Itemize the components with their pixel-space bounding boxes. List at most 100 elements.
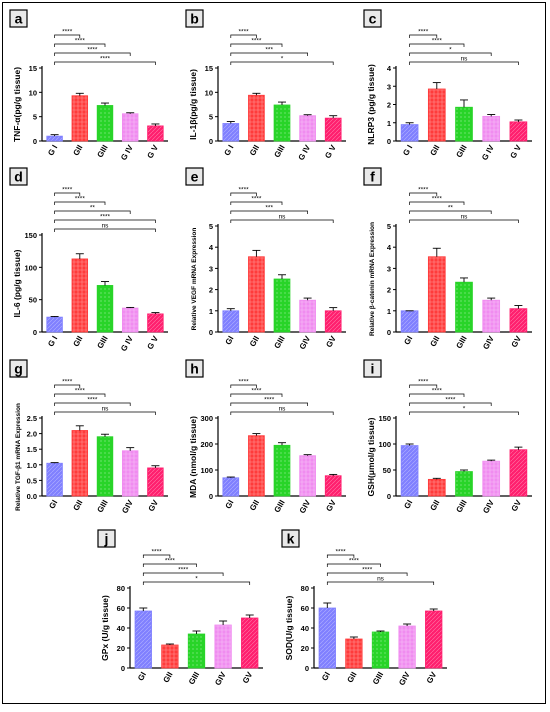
y-axis-label: GSH(μmol/g tissue) xyxy=(366,417,376,496)
panel-badge xyxy=(363,167,382,186)
y-tick-label: 5 xyxy=(33,113,37,122)
x-tick-label: GI xyxy=(136,671,148,683)
significance-bracket xyxy=(409,43,465,47)
x-tick-label: GI xyxy=(224,335,236,347)
significance-bracket xyxy=(54,34,81,38)
y-axis-label: TNF-α(pg/g tissue) xyxy=(12,67,22,142)
y-tick-label: 100 xyxy=(200,466,213,475)
y-axis-label: Relative β-catenin mRNA Expression xyxy=(369,222,376,336)
significance-label: **** xyxy=(239,379,250,386)
y-axis-label: Relative VEGF mRNA Expression xyxy=(191,228,198,331)
y-tick-label: 60 xyxy=(117,604,125,613)
significance-label: **** xyxy=(418,29,429,36)
significance-bracket xyxy=(409,52,492,56)
y-tick-label: 2.5 xyxy=(27,414,37,423)
y-tick-label: 100 xyxy=(24,263,37,272)
y-axis-label: IL-6 (pg/g tissue) xyxy=(12,249,22,317)
significance-bracket xyxy=(230,393,283,397)
significance-label: **** xyxy=(251,388,262,395)
significance-bracket xyxy=(409,34,438,38)
panel-letter: i xyxy=(371,361,375,377)
y-tick-label: 20 xyxy=(301,644,309,653)
significance-label: ns xyxy=(279,214,287,221)
significance-label: ns xyxy=(279,406,287,413)
y-axis-label: GPx (U/g tissue) xyxy=(100,595,110,661)
y-tick-label: 100 xyxy=(378,440,391,449)
significance-bracket xyxy=(409,219,519,223)
significance-label: **** xyxy=(165,558,176,565)
y-tick-label: 0 xyxy=(387,328,391,337)
significance-label: **** xyxy=(62,379,73,386)
panel-badge xyxy=(9,167,28,186)
y-tick-label: 1 xyxy=(387,119,391,128)
panel-badge xyxy=(185,167,204,186)
y-tick-label: 40 xyxy=(301,624,309,633)
y-tick-label: 0 xyxy=(305,664,309,673)
significance-label: **** xyxy=(418,379,429,386)
panel-badge xyxy=(281,529,300,548)
y-tick-label: 15 xyxy=(29,64,37,73)
significance-label: **** xyxy=(75,388,86,395)
y-tick-label: 40 xyxy=(117,624,125,633)
significance-label: **** xyxy=(152,549,163,556)
y-tick-label: 0 xyxy=(209,137,213,146)
significance-bracket xyxy=(326,554,355,558)
significance-label: **** xyxy=(251,196,262,203)
significance-label: **** xyxy=(418,187,429,194)
y-tick-label: 4 xyxy=(387,243,392,252)
y-tick-label: 0 xyxy=(209,492,213,501)
significance-bracket xyxy=(230,52,308,56)
panel-letter: a xyxy=(15,11,23,27)
x-tick-label: GI xyxy=(402,335,414,347)
panel-f: f Relative β-catenin mRNA Expression 0 1 2 3 4… xyxy=(363,167,532,351)
panel-letter: h xyxy=(190,361,199,377)
significance-bracket xyxy=(230,34,257,38)
significance-bracket xyxy=(409,201,465,205)
significance-bracket xyxy=(54,201,106,205)
significance-bracket xyxy=(230,219,334,223)
y-tick-label: 3 xyxy=(209,264,213,273)
significance-label: **** xyxy=(178,567,189,574)
y-tick-label: 0.0 xyxy=(27,492,37,501)
significance-bracket xyxy=(409,384,438,388)
y-tick-label: 200 xyxy=(200,440,213,449)
significance-label: **** xyxy=(239,29,250,36)
significance-bracket xyxy=(230,402,308,406)
y-axis-label: IL-1β(pg/g tissue) xyxy=(188,69,198,140)
y-tick-label: 1.0 xyxy=(27,461,37,470)
panel-letter: j xyxy=(104,531,109,547)
significance-bracket xyxy=(230,61,334,65)
panel-letter: b xyxy=(190,11,199,27)
y-tick-label: 0 xyxy=(209,328,213,337)
significance-bracket xyxy=(54,210,131,214)
significance-label: ** xyxy=(90,205,96,212)
y-axis-label: NLRP3 (pg/g tissue) xyxy=(366,64,376,145)
y-tick-label: 20 xyxy=(117,644,125,653)
significance-bracket xyxy=(54,192,81,196)
significance-bracket xyxy=(230,192,257,196)
significance-label: ns xyxy=(461,56,469,63)
significance-bracket xyxy=(54,52,131,56)
significance-label: ns xyxy=(102,406,110,413)
significance-label: **** xyxy=(100,214,111,221)
y-tick-label: 3 xyxy=(387,82,391,91)
y-tick-label: 0.5 xyxy=(27,476,37,485)
y-tick-label: 5 xyxy=(209,222,213,231)
significance-label: * xyxy=(463,406,466,413)
y-tick-label: 2.0 xyxy=(27,430,37,439)
significance-label: **** xyxy=(432,196,443,203)
panel-letter: g xyxy=(14,361,23,377)
significance-label: * xyxy=(195,576,198,583)
significance-bracket xyxy=(326,572,408,576)
panel-badge xyxy=(185,359,204,378)
y-tick-label: 2 xyxy=(209,286,213,295)
y-tick-label: 2 xyxy=(387,101,391,110)
y-tick-label: 80 xyxy=(301,584,309,593)
significance-bracket xyxy=(230,210,308,214)
y-tick-label: 2 xyxy=(387,286,391,295)
significance-label: *** xyxy=(265,205,273,212)
